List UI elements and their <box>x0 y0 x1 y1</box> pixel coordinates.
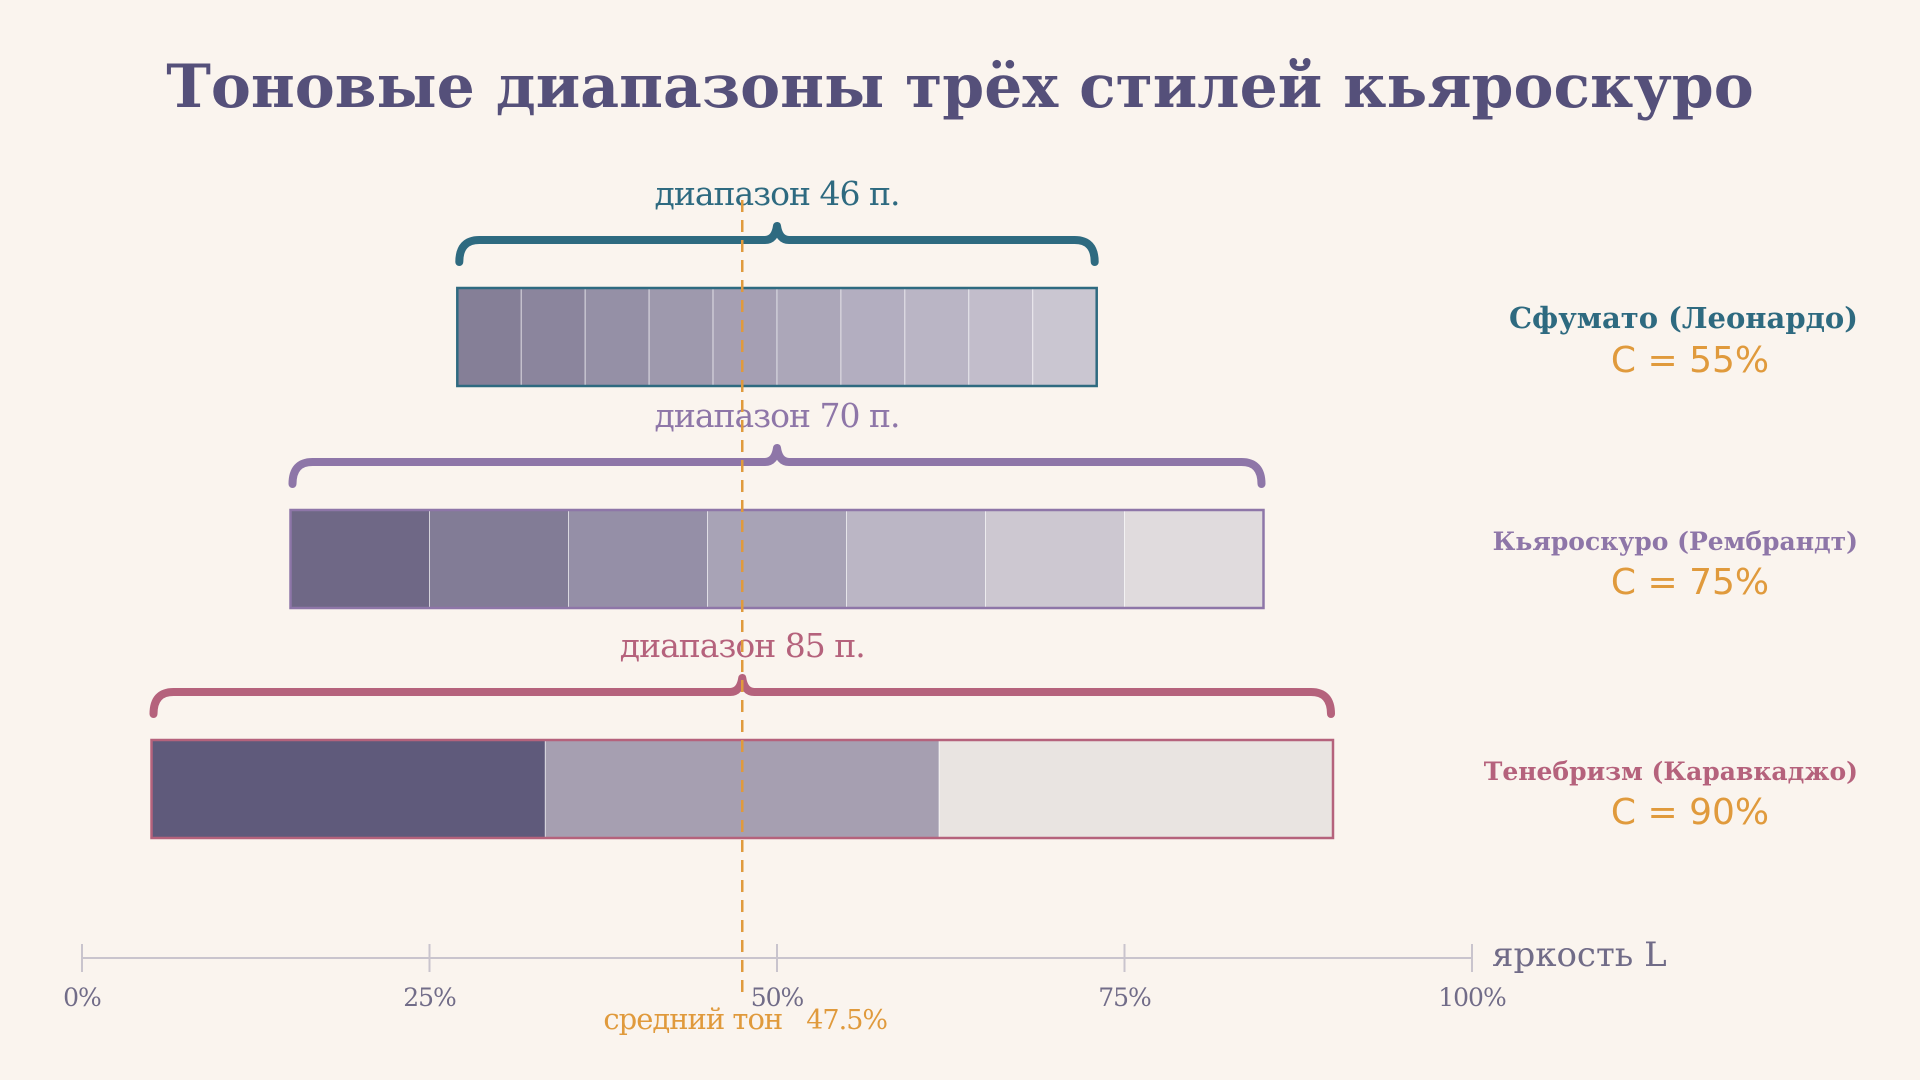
tone-segment <box>648 287 714 387</box>
x-axis: 0% 25% 50% 75% 100% <box>63 944 1507 1012</box>
style-name-label: Кьяроскуро (Рембрандт) <box>1493 527 1858 556</box>
range-label: диапазон 70 п. <box>655 396 900 435</box>
tone-segment <box>707 509 847 609</box>
style-labels: Сфумато (Леонардо) C = 55% Кьяроскуро (Рем… <box>1484 301 1858 833</box>
tone-segment <box>520 287 586 387</box>
tone-segment <box>776 287 842 387</box>
tone-segment <box>568 509 708 609</box>
tone-segment <box>846 509 986 609</box>
x-axis-label: яркость L <box>1492 935 1667 975</box>
contrast-label: C = 90% <box>1611 792 1769 833</box>
style-name-label: Тенебризм (Каравкаджо) <box>1484 757 1858 786</box>
tone-segment <box>151 739 546 839</box>
contrast-label: C = 55% <box>1611 340 1769 381</box>
range-bar-3: диапазон 85 п. <box>149 626 1335 840</box>
range-bar-2: диапазон 70 п. <box>288 396 1266 610</box>
mean-label: средний тон <box>603 1002 782 1036</box>
x-tick-label: 0% <box>63 983 101 1012</box>
tone-segment <box>985 509 1125 609</box>
tone-segment <box>840 287 906 387</box>
tone-segment <box>584 287 650 387</box>
range-brace <box>288 444 1266 488</box>
tone-segment <box>938 739 1334 839</box>
x-tick-label: 100% <box>1438 983 1506 1012</box>
bar-outline <box>289 508 1265 610</box>
chart-title: Тоновые диапазоны трёх стилей кьяроскуро <box>166 52 1754 122</box>
tone-segment <box>968 287 1034 387</box>
mean-line-group: средний тон 47.5% <box>603 200 888 1036</box>
tone-segment <box>290 509 430 609</box>
x-tick-label: 25% <box>403 983 456 1012</box>
tone-segment <box>456 287 522 387</box>
tone-segment <box>904 287 970 387</box>
x-tick-label: 75% <box>1098 983 1151 1012</box>
tone-segment <box>1032 287 1098 387</box>
bar-outline <box>456 286 1098 388</box>
mean-value-label: 47.5% <box>806 1005 887 1036</box>
tone-segment <box>1124 509 1264 609</box>
range-bars: диапазон 46 п. диапазон 70 п. диапазон 85 … <box>149 174 1335 840</box>
contrast-label: C = 75% <box>1611 562 1769 603</box>
tone-segment <box>429 509 569 609</box>
range-brace <box>149 674 1335 718</box>
range-brace <box>455 222 1099 266</box>
style-name-label: Сфумато (Леонардо) <box>1509 301 1858 335</box>
range-label: диапазон 46 п. <box>655 174 900 213</box>
range-bar-1: диапазон 46 п. <box>455 174 1099 388</box>
tone-segment <box>712 287 778 387</box>
x-tick-label: 50% <box>751 983 804 1012</box>
